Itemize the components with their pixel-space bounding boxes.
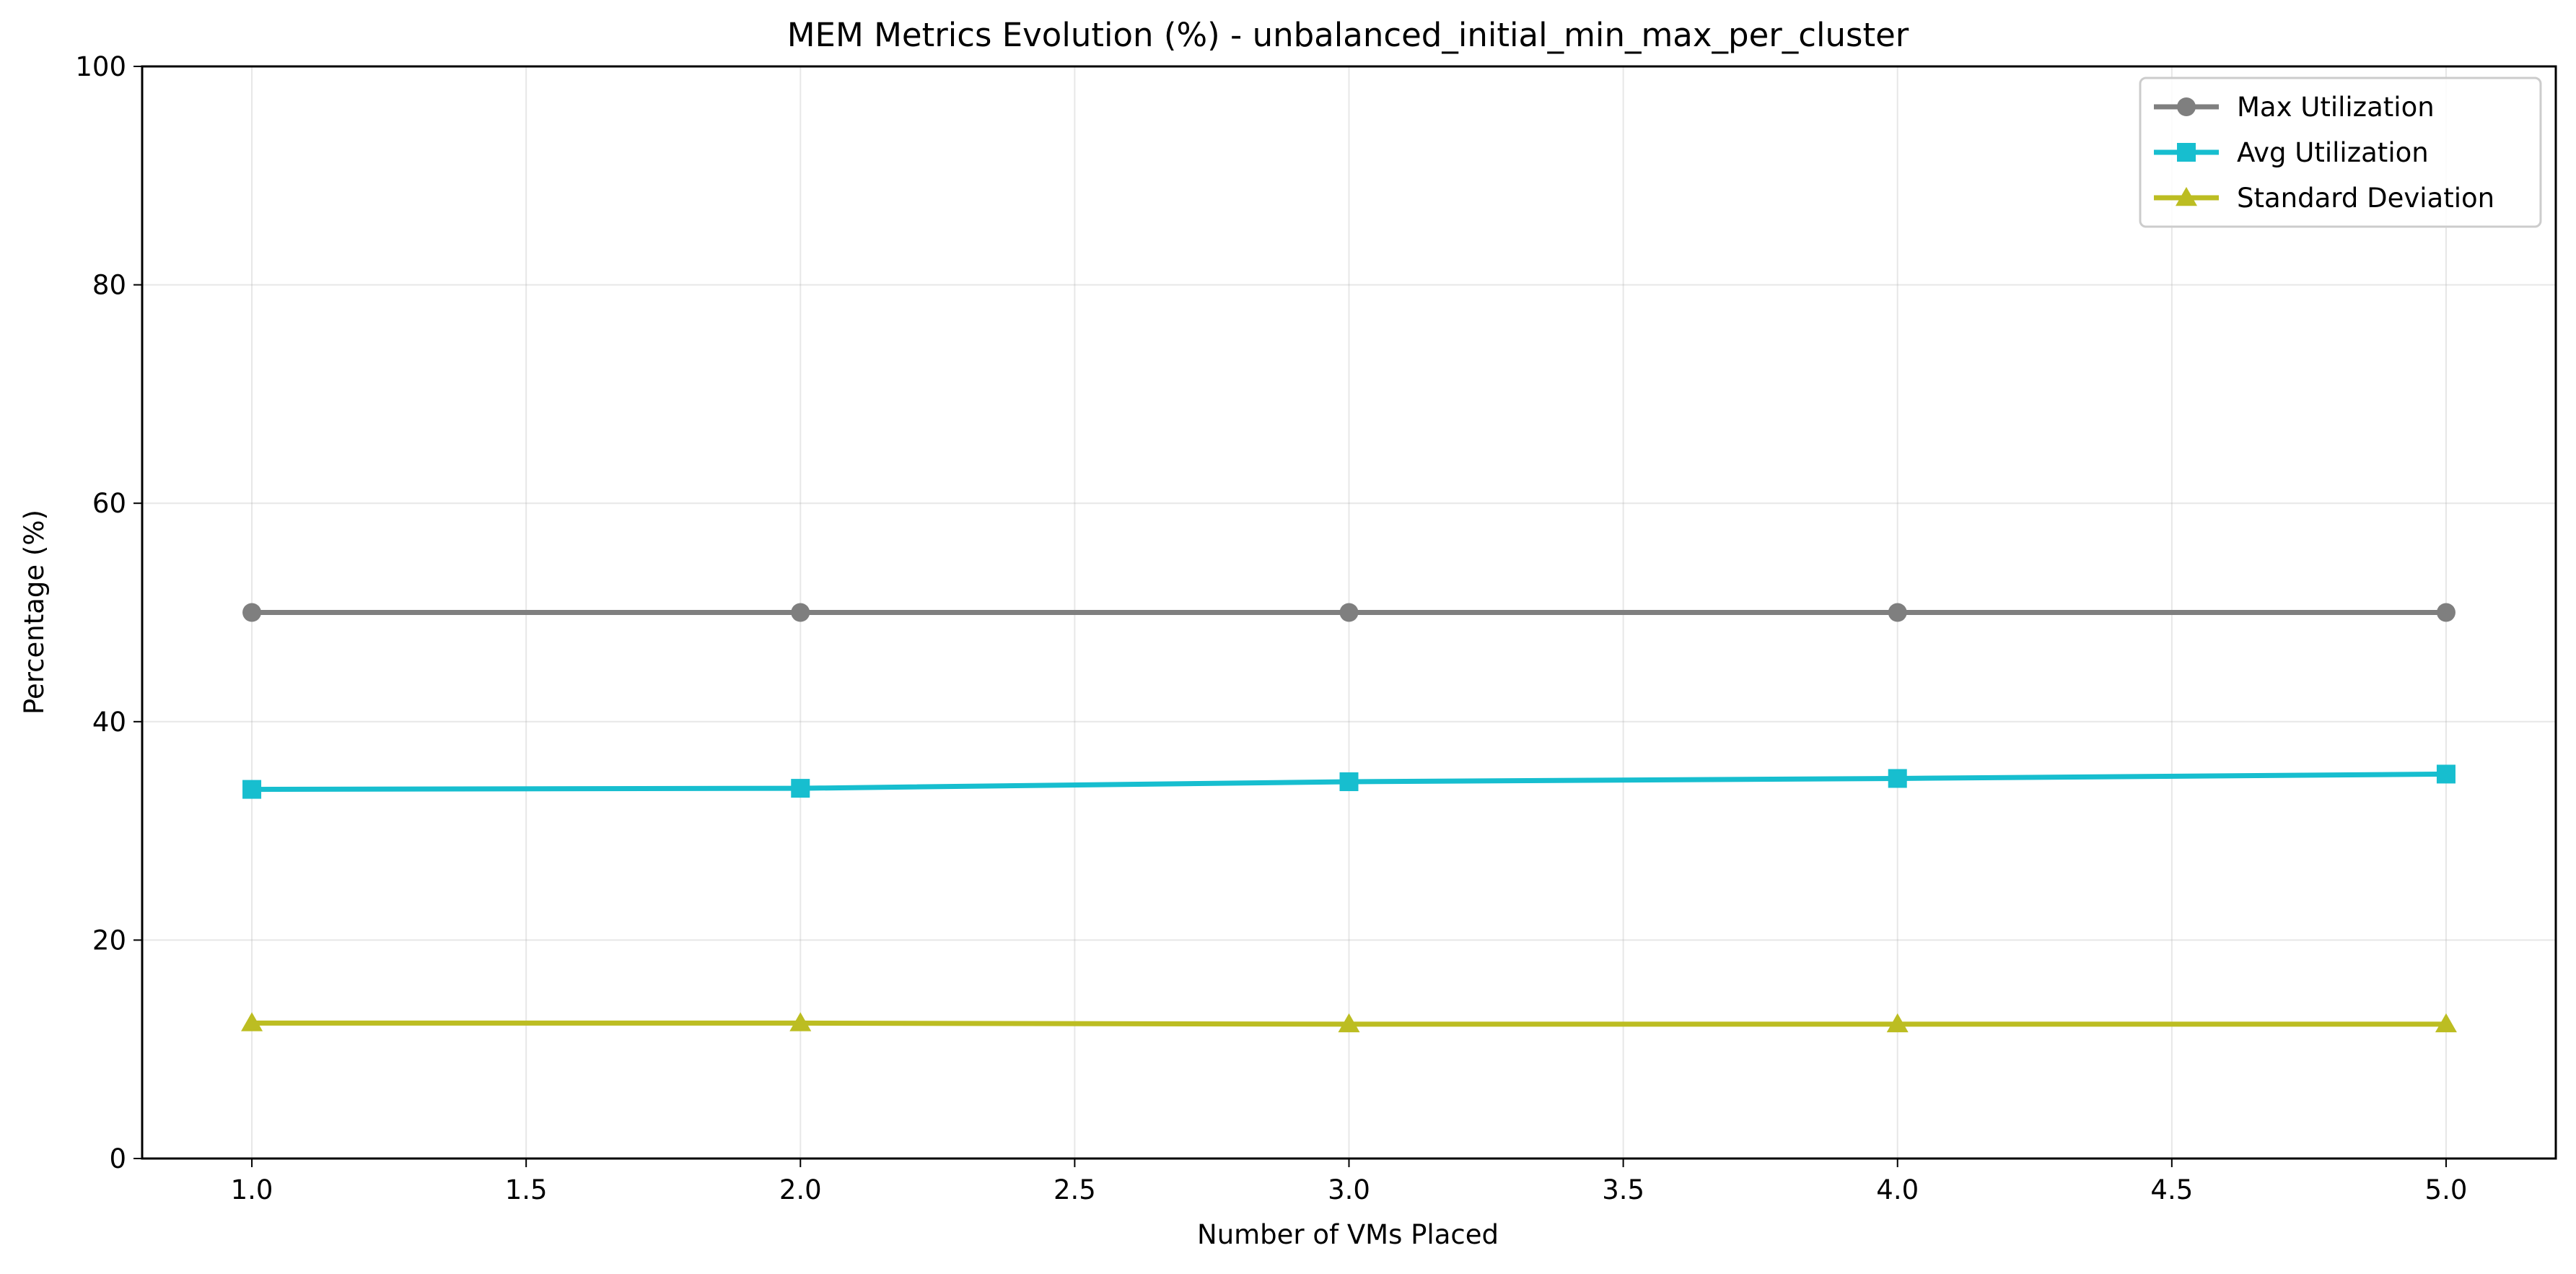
- legend-label: Avg Utilization: [2237, 137, 2429, 168]
- y-tick-label: 80: [92, 270, 126, 301]
- legend-item-standard-deviation: Standard Deviation: [2154, 183, 2494, 214]
- series-layer: [241, 603, 2457, 1033]
- x-tick-label: 5.0: [2425, 1174, 2468, 1205]
- legend-marker: [2177, 97, 2196, 116]
- x-tick-label: 2.5: [1053, 1174, 1096, 1205]
- x-tick-label: 1.5: [505, 1174, 548, 1205]
- y-tick-label: 60: [92, 488, 126, 519]
- series-max-utilization: [242, 603, 2455, 622]
- series-avg-utilization: [242, 764, 2455, 799]
- legend: Max Utilization Avg Utilization Standard D…: [2139, 77, 2542, 228]
- data-point-standard-deviation: [1338, 1013, 1360, 1033]
- data-point-max-utilization: [1888, 603, 1907, 622]
- data-point-avg-utilization: [242, 780, 262, 799]
- data-point-avg-utilization: [2436, 764, 2455, 784]
- chart-title: MEM Metrics Evolution (%) - unbalanced_i…: [787, 16, 1909, 54]
- x-axis-label: Number of VMs Placed: [1197, 1219, 1499, 1250]
- x-tick-label: 1.0: [231, 1174, 273, 1205]
- y-tick-label: 20: [92, 925, 126, 956]
- y-tick-label: 0: [109, 1143, 126, 1174]
- data-point-standard-deviation: [789, 1012, 812, 1031]
- y-axis: 0 20 40 60 80 100: [75, 51, 142, 1174]
- x-tick-label: 2.0: [779, 1174, 822, 1205]
- data-point-max-utilization: [1339, 603, 1359, 622]
- y-tick-label: 40: [92, 707, 126, 738]
- data-point-standard-deviation: [2435, 1013, 2457, 1033]
- data-point-standard-deviation: [1886, 1013, 1909, 1033]
- legend-marker: [2176, 187, 2197, 206]
- data-point-avg-utilization: [1888, 769, 1907, 788]
- legend-label: Standard Deviation: [2237, 183, 2494, 214]
- data-point-avg-utilization: [791, 779, 810, 798]
- data-point-standard-deviation: [241, 1012, 263, 1031]
- x-axis: 1.0 1.5 2.0 2.5 3.0 3.5 4.0 4.5 5.0: [231, 1159, 2468, 1205]
- x-tick-label: 3.0: [1328, 1174, 1370, 1205]
- y-axis-label: Percentage (%): [19, 510, 50, 715]
- data-point-avg-utilization: [1339, 772, 1359, 792]
- x-tick-label: 4.5: [2150, 1174, 2193, 1205]
- data-point-max-utilization: [2436, 603, 2455, 622]
- legend-marker: [2177, 143, 2196, 162]
- x-tick-label: 4.0: [1876, 1174, 1919, 1205]
- y-tick-label: 100: [75, 51, 126, 82]
- data-point-max-utilization: [791, 603, 810, 622]
- series-standard-deviation: [241, 1012, 2457, 1033]
- legend-item-avg-utilization: Avg Utilization: [2154, 137, 2429, 168]
- legend-box: [2139, 77, 2542, 228]
- x-tick-label: 3.5: [1602, 1174, 1644, 1205]
- legend-item-max-utilization: Max Utilization: [2154, 92, 2435, 123]
- legend-label: Max Utilization: [2237, 92, 2435, 123]
- data-point-max-utilization: [242, 603, 262, 622]
